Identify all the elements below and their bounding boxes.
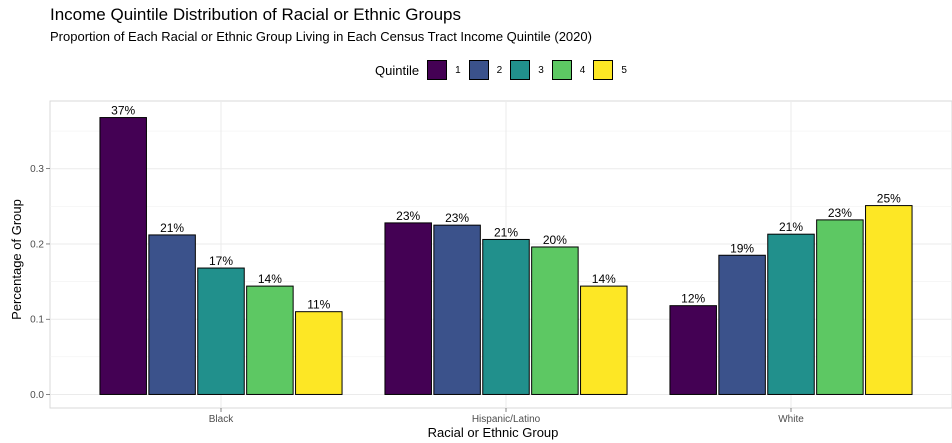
bar [246, 285, 294, 395]
legend-title: Quintile [375, 62, 420, 78]
x-tick-label: Black [209, 414, 234, 425]
legend-label-1: 1 [455, 64, 461, 76]
legend-key-4 [551, 60, 572, 80]
bar [669, 305, 717, 395]
bar [865, 205, 913, 395]
legend-key-3 [510, 60, 531, 80]
data-label: 17% [209, 254, 233, 268]
legend-item-4: 4 [551, 60, 586, 80]
data-label: 23% [828, 206, 852, 220]
data-label: 23% [396, 209, 420, 223]
x-tick-label: White [778, 414, 804, 425]
bar [148, 234, 196, 395]
data-label: 37% [111, 104, 135, 118]
bar [295, 311, 343, 395]
data-label: 14% [592, 272, 616, 286]
y-tick-label: 0.0 [30, 390, 44, 401]
data-label: 23% [445, 211, 469, 225]
bar [482, 238, 530, 395]
bar [197, 267, 245, 395]
legend-item-1: 1 [427, 60, 461, 80]
legend-key-1 [427, 60, 448, 80]
data-label: 11% [307, 298, 330, 312]
data-label: 20% [543, 233, 567, 247]
bar [580, 285, 628, 395]
bar [384, 222, 432, 395]
legend-item-3: 3 [510, 60, 544, 80]
data-label: 25% [877, 192, 901, 206]
bar [99, 117, 147, 395]
y-tick-label: 0.3 [30, 164, 44, 175]
legend-item-2: 2 [468, 60, 503, 80]
chart-title: Income Quintile Distribution of Racial o… [50, 5, 462, 24]
y-tick-label: 0.2 [30, 239, 44, 250]
legend-label-3: 3 [538, 64, 544, 76]
bar [767, 233, 815, 395]
data-label: 21% [494, 225, 518, 239]
legend-label-4: 4 [579, 64, 586, 76]
bar [531, 246, 579, 395]
bar [816, 219, 864, 395]
legend: Quintile 1 2 3 4 5 [375, 59, 635, 81]
y-tick-label: 0.1 [30, 315, 44, 326]
data-label: 12% [681, 292, 705, 306]
legend-item-5: 5 [593, 60, 627, 80]
x-axis-title: Racial or Ethnic Group [428, 425, 559, 440]
y-axis-title: Percentage of Group [9, 199, 24, 320]
data-label: 19% [730, 241, 754, 255]
data-label: 21% [160, 221, 184, 235]
chart-subtitle: Proportion of Each Racial or Ethnic Grou… [50, 29, 592, 44]
bar [718, 254, 766, 395]
legend-key-5 [593, 60, 614, 80]
legend-label-5: 5 [621, 64, 627, 76]
legend-label-2: 2 [496, 64, 503, 76]
legend-key-2 [468, 60, 489, 80]
x-tick-label: Hispanic/Latino [472, 414, 541, 425]
data-label: 14% [258, 272, 282, 286]
data-label: 21% [779, 220, 803, 234]
bar [433, 224, 481, 395]
